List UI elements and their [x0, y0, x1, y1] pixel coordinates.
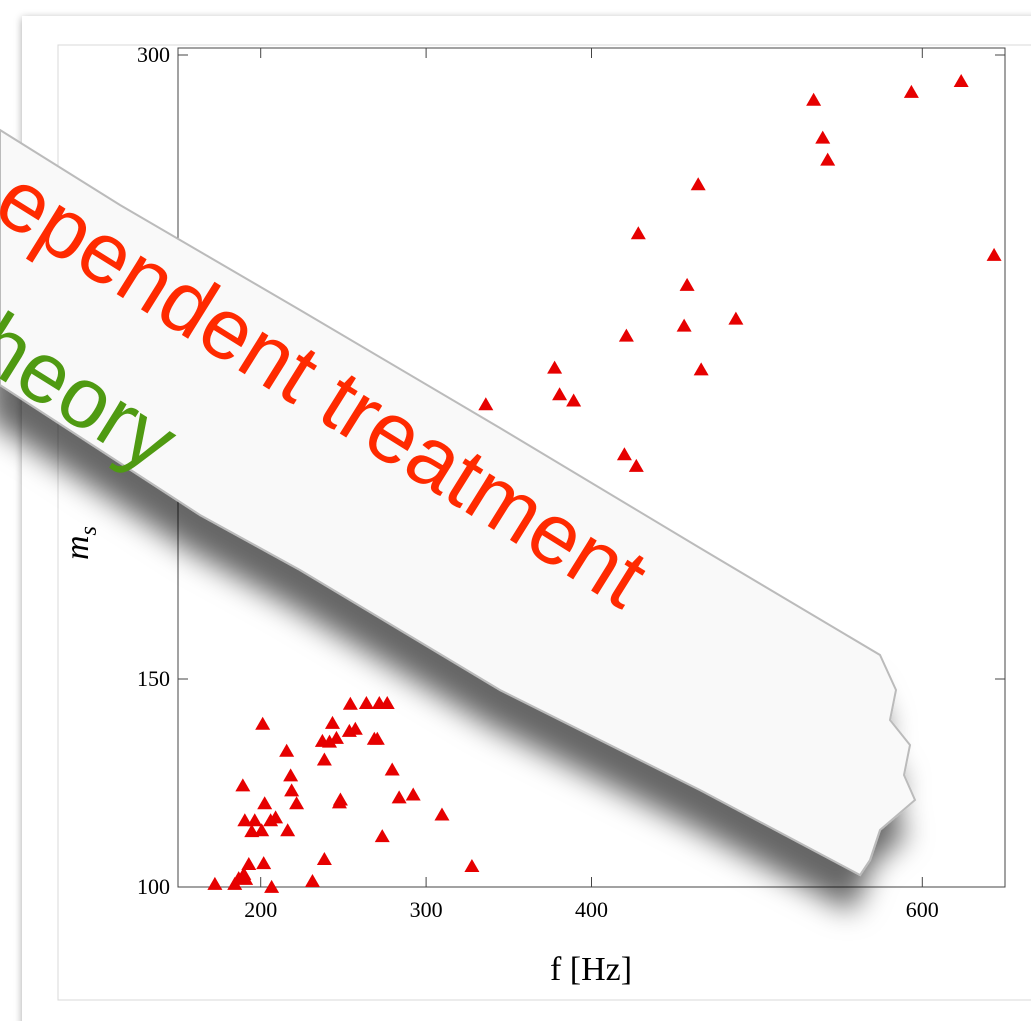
marker	[464, 859, 480, 873]
marker	[256, 856, 272, 870]
x-axis-label: f [Hz]	[550, 951, 632, 988]
marker	[331, 795, 347, 809]
marker	[207, 876, 223, 890]
marker	[690, 177, 706, 191]
marker	[630, 226, 646, 240]
marker	[244, 824, 260, 838]
paper-strip	[0, 128, 917, 877]
x-tick-label: 300	[410, 897, 443, 922]
y-axis-label-sub: s	[76, 526, 102, 535]
marker	[478, 397, 494, 411]
marker	[238, 871, 254, 885]
marker	[815, 130, 831, 144]
marker	[618, 328, 634, 342]
marker	[314, 733, 330, 747]
marker	[289, 796, 305, 810]
marker	[235, 778, 251, 792]
marker	[566, 393, 582, 407]
marker	[806, 92, 822, 106]
marker	[391, 790, 407, 804]
marker	[369, 731, 385, 745]
marker	[374, 829, 390, 843]
marker	[903, 84, 919, 98]
marker	[552, 387, 568, 401]
points	[207, 74, 1002, 893]
x-tick-label: 200	[244, 897, 277, 922]
marker	[284, 783, 300, 797]
y-tick-label: 300	[137, 42, 170, 67]
x-tick-label: 400	[575, 897, 608, 922]
marker	[434, 807, 450, 821]
x-tick-label: 600	[906, 897, 939, 922]
marker	[405, 787, 421, 801]
marker	[264, 879, 280, 893]
marker	[628, 458, 644, 472]
marker	[728, 311, 744, 325]
marker	[316, 851, 332, 865]
marker	[304, 874, 320, 888]
y-tick-label: 150	[137, 666, 170, 691]
marker	[280, 823, 296, 837]
marker	[358, 695, 374, 709]
marker	[693, 362, 709, 376]
marker	[679, 277, 695, 291]
marker	[279, 743, 295, 757]
marker	[247, 813, 263, 827]
y-tick-label: 100	[137, 874, 170, 899]
marker	[227, 876, 243, 890]
marker	[254, 823, 270, 837]
marker	[342, 696, 358, 710]
marker	[953, 74, 969, 88]
marker	[255, 716, 271, 730]
marker	[324, 715, 340, 729]
marker	[547, 360, 563, 374]
marker	[268, 810, 284, 824]
y-axis-label: ms	[59, 526, 102, 560]
marker	[341, 723, 357, 737]
marker	[384, 762, 400, 776]
ticks: 200 300 400 600 100 150 300	[137, 42, 1005, 922]
marker	[676, 318, 692, 332]
marker	[820, 152, 836, 166]
marker	[283, 768, 299, 782]
marker	[316, 752, 332, 766]
marker	[986, 247, 1002, 261]
marker	[241, 856, 257, 870]
marker	[237, 813, 253, 827]
y-axis-label-main: m	[59, 535, 96, 560]
marker	[616, 447, 632, 461]
marker	[379, 695, 395, 709]
marker	[257, 796, 273, 810]
